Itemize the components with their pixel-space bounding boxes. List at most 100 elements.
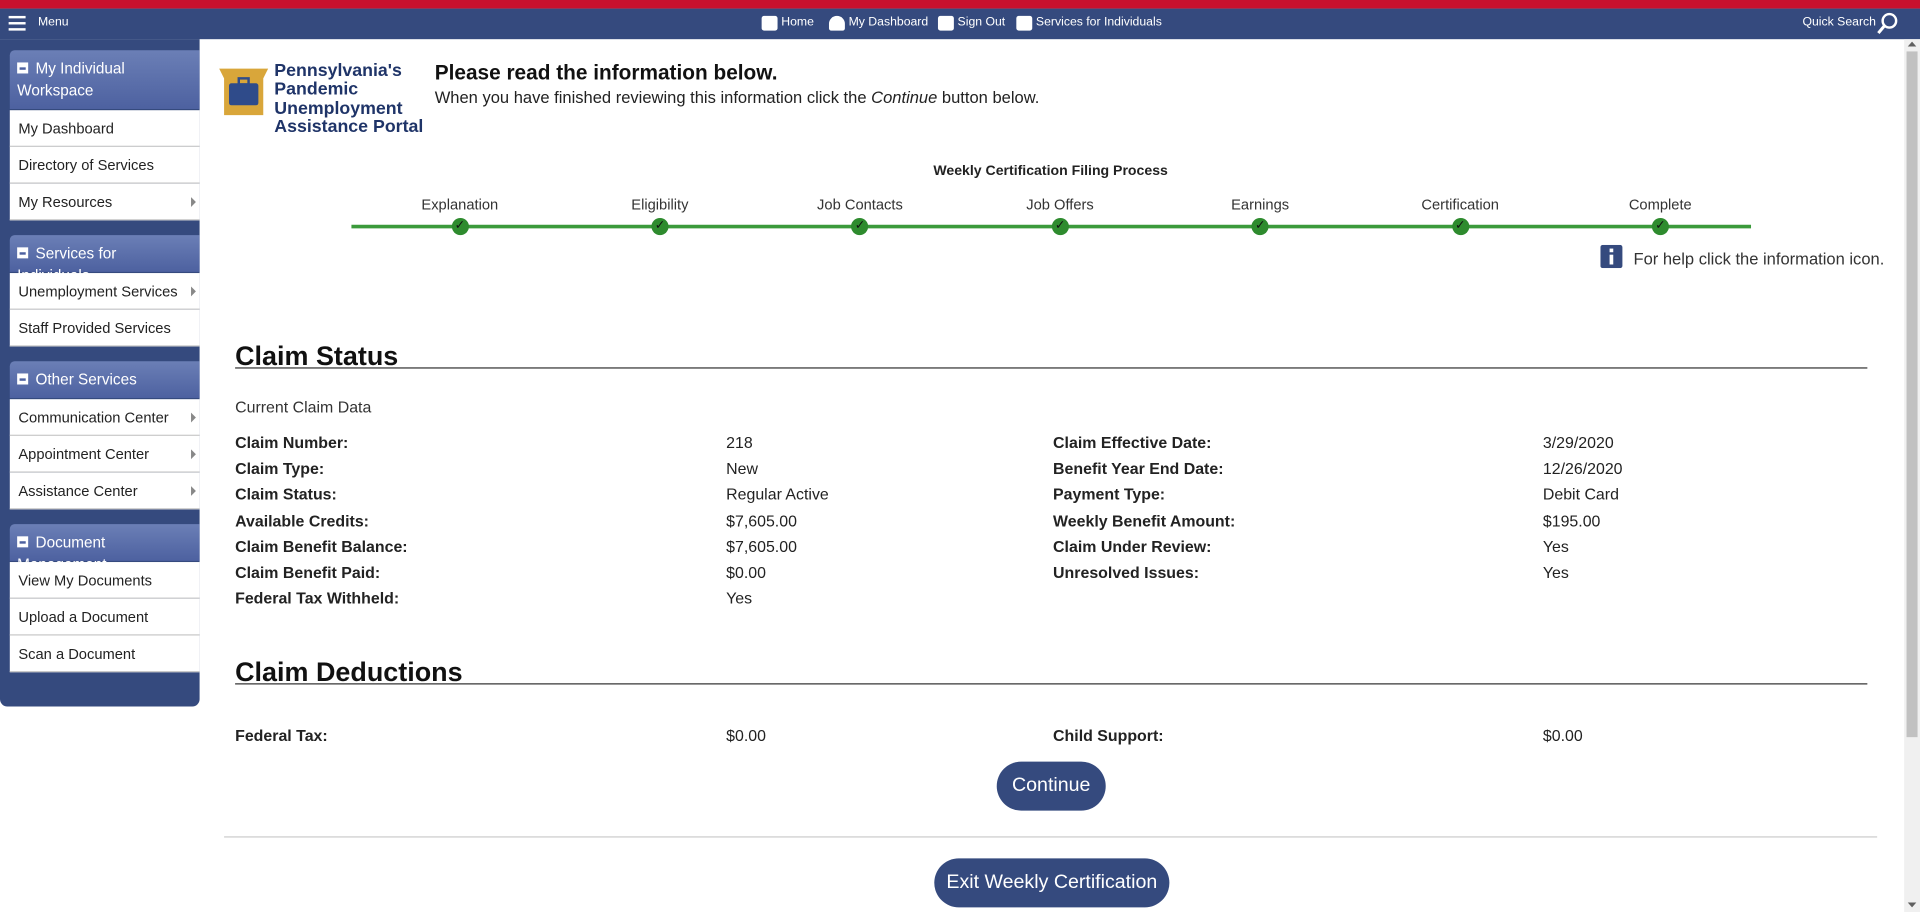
arrow bbox=[191, 486, 196, 496]
sidebar-section-header[interactable]: Other Services bbox=[9, 361, 200, 398]
progress-track bbox=[351, 224, 1752, 229]
field-label: Payment Type: bbox=[1053, 485, 1166, 504]
field-value: $195.00 bbox=[1542, 511, 1601, 530]
nav-icon bbox=[1016, 15, 1033, 31]
field-label: Weekly Benefit Amount: bbox=[1053, 511, 1236, 530]
menu-icon[interactable] bbox=[8, 15, 26, 32]
step-label: Complete bbox=[1628, 195, 1692, 214]
arrow bbox=[191, 286, 196, 297]
field-label: Claim Effective Date: bbox=[1053, 433, 1212, 452]
nav-icon bbox=[761, 15, 778, 31]
sidebar-link[interactable]: Appointment Center bbox=[9, 435, 200, 473]
arrow bbox=[191, 412, 196, 423]
collapse-icon[interactable] bbox=[17, 373, 29, 385]
field-value: $0.00 bbox=[726, 726, 766, 745]
logo-text: Pandemic bbox=[274, 79, 359, 100]
section-heading: Claim Deductions bbox=[235, 656, 463, 687]
field-label: Federal Tax Withheld: bbox=[235, 589, 400, 608]
section-heading: Claim Status bbox=[235, 340, 399, 372]
collapse-icon[interactable] bbox=[17, 536, 29, 548]
field-value: $0.00 bbox=[726, 563, 766, 582]
field-label: Claim Status: bbox=[235, 485, 337, 504]
logo-icon bbox=[219, 68, 269, 116]
sidebar-link[interactable]: Upload a Document bbox=[9, 598, 200, 636]
field-value: New bbox=[726, 459, 758, 478]
sidebar-link[interactable]: View My Documents bbox=[9, 562, 200, 599]
exit-button[interactable]: Exit Weekly Certification bbox=[934, 858, 1170, 908]
field-value: Regular Active bbox=[726, 485, 829, 504]
step-check: ✓ bbox=[1051, 217, 1069, 236]
sidebar-link[interactable]: Directory of Services bbox=[9, 146, 200, 184]
sidebar-link[interactable]: My Dashboard bbox=[9, 110, 200, 147]
search-icon[interactable] bbox=[1876, 12, 1898, 35]
nav-link[interactable]: Home bbox=[781, 15, 814, 30]
rule bbox=[235, 683, 1868, 685]
step-check: ✓ bbox=[451, 217, 469, 236]
nav-icon bbox=[937, 15, 954, 31]
sidebar-link[interactable]: My Resources bbox=[9, 183, 200, 221]
collapse-icon[interactable] bbox=[17, 62, 29, 74]
continue-button[interactable]: Continue bbox=[996, 761, 1106, 811]
quick-search[interactable]: Quick Search bbox=[1802, 15, 1876, 30]
rule bbox=[224, 836, 1878, 838]
field-value: Yes bbox=[1542, 563, 1569, 582]
scrollbar[interactable] bbox=[1904, 39, 1920, 912]
sidebar-link[interactable]: Staff Provided Services bbox=[9, 309, 200, 347]
field-value: 218 bbox=[726, 433, 753, 452]
step-label: Job Contacts bbox=[817, 195, 903, 214]
field-label: Federal Tax: bbox=[235, 726, 328, 745]
step-check: ✓ bbox=[1251, 217, 1269, 236]
field-value: $0.00 bbox=[1542, 726, 1583, 745]
step-label: Earnings bbox=[1231, 195, 1290, 214]
nav-link[interactable]: My Dashboard bbox=[848, 15, 929, 30]
field-label: Claim Under Review: bbox=[1053, 537, 1212, 556]
nav-link[interactable]: Sign Out bbox=[957, 15, 1006, 30]
step-check: ✓ bbox=[1651, 217, 1669, 236]
rule bbox=[235, 367, 1868, 369]
section-title: Other Services bbox=[35, 371, 137, 389]
sidebar-section-header[interactable]: My Individual Workspace bbox=[9, 50, 200, 109]
nav-link[interactable]: Services for Individuals bbox=[1035, 15, 1162, 30]
step-label: Certification bbox=[1421, 195, 1499, 214]
sidebar-section-header[interactable]: Services for Individuals bbox=[9, 235, 200, 284]
field-value: 3/29/2020 bbox=[1542, 433, 1614, 452]
arrow bbox=[191, 197, 196, 207]
subtext-part: Continue bbox=[871, 88, 942, 107]
field-label: Claim Benefit Balance: bbox=[235, 537, 408, 556]
field-label: Claim Type: bbox=[235, 459, 325, 478]
sidebar-link[interactable]: Unemployment Services bbox=[9, 273, 200, 310]
field-label: Unresolved Issues: bbox=[1053, 563, 1200, 582]
logo-text: Pennsylvania's bbox=[274, 61, 402, 81]
menu-label[interactable]: Menu bbox=[37, 15, 69, 30]
step-check: ✓ bbox=[1451, 217, 1469, 236]
step-check: ✓ bbox=[851, 217, 869, 236]
field-value: $7,605.00 bbox=[726, 511, 797, 530]
field-value: Yes bbox=[1542, 537, 1569, 556]
help-text: For help click the information icon. bbox=[1633, 249, 1885, 269]
field-value: $7,605.00 bbox=[726, 537, 797, 556]
logo-text: Unemployment bbox=[274, 98, 403, 119]
logo-text: Assistance Portal bbox=[274, 117, 424, 138]
sidebar-link[interactable]: Assistance Center bbox=[9, 472, 200, 510]
sidebar-section-header[interactable]: Document Management bbox=[9, 524, 200, 573]
top-bar bbox=[0, 0, 1920, 9]
collapse-icon[interactable] bbox=[17, 247, 29, 259]
step-label: Job Offers bbox=[1026, 195, 1094, 214]
step-label: Eligibility bbox=[631, 195, 689, 214]
sidebar-link[interactable]: Communication Center bbox=[9, 399, 200, 436]
sidebar-link[interactable]: Scan a Document bbox=[9, 635, 200, 673]
subtext-part: button below. bbox=[941, 88, 1040, 107]
nav-bar: Menu Quick Search Home My Dashboard Sign O… bbox=[0, 8, 1920, 40]
page-heading: Please read the information below. bbox=[434, 61, 778, 85]
arrow bbox=[191, 449, 196, 460]
field-label: Claim Number: bbox=[235, 433, 349, 452]
process-title: Weekly Certification Filing Process bbox=[933, 164, 1168, 179]
step-check: ✓ bbox=[651, 217, 669, 236]
section-title: My Individual Workspace bbox=[17, 60, 125, 100]
field-value: Debit Card bbox=[1542, 485, 1619, 504]
field-value: Yes bbox=[726, 589, 753, 608]
info-icon[interactable] bbox=[1600, 244, 1623, 269]
field-label: Child Support: bbox=[1053, 726, 1164, 745]
nav-icon bbox=[828, 15, 845, 31]
